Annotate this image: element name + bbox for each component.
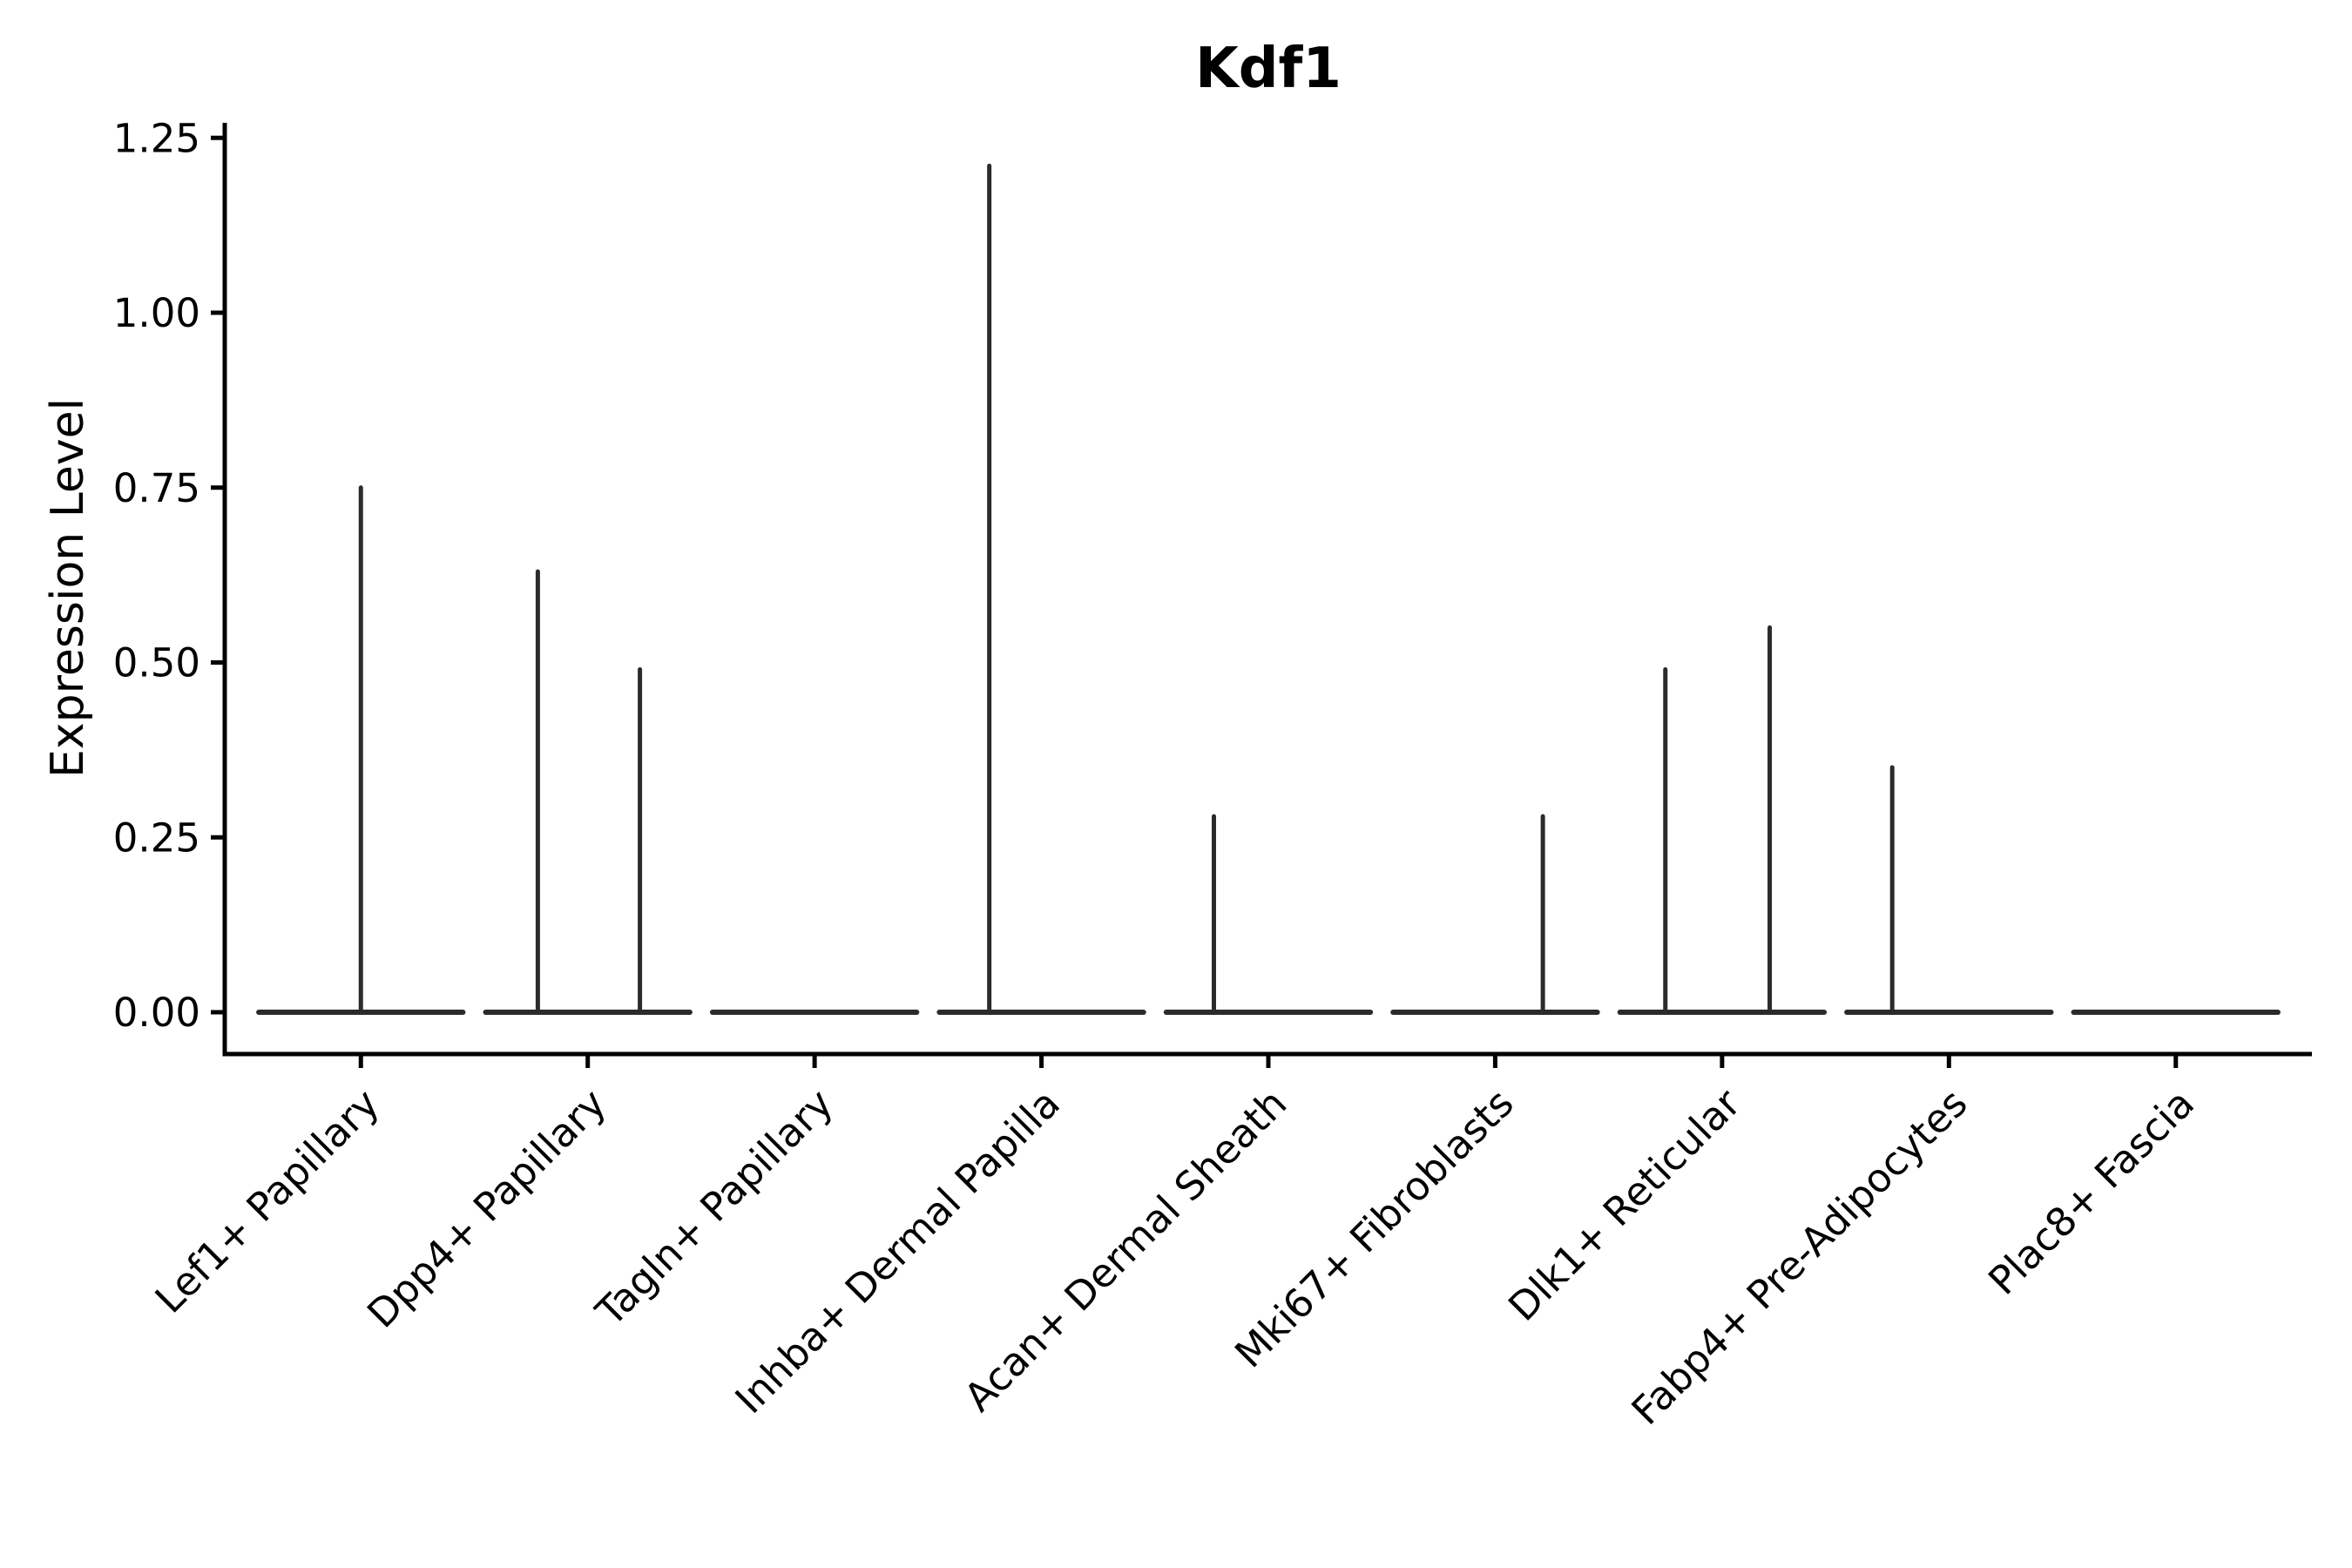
y-tick-label: 1.00 [113,290,200,336]
y-tick-label: 0.75 [113,465,200,511]
x-tick-label: Dpp4+ Papillary [358,1080,615,1337]
plot-title: Kdf1 [1195,37,1342,101]
y-axis-title: Expression Level [42,398,94,778]
y-tick-label: 0.25 [113,814,200,861]
x-tick-label: Lef1+ Papillary [146,1080,389,1322]
x-tick-label: Dlk1+ Reticular [1499,1080,1749,1330]
y-tick-label: 0.00 [113,990,200,1036]
x-tick-label: Plac8+ Fascia [1979,1080,2203,1304]
y-tick-label: 0.50 [113,640,200,686]
x-tick-label: Tagln+ Papillary [586,1080,841,1335]
y-tick-label: 1.25 [113,115,200,161]
